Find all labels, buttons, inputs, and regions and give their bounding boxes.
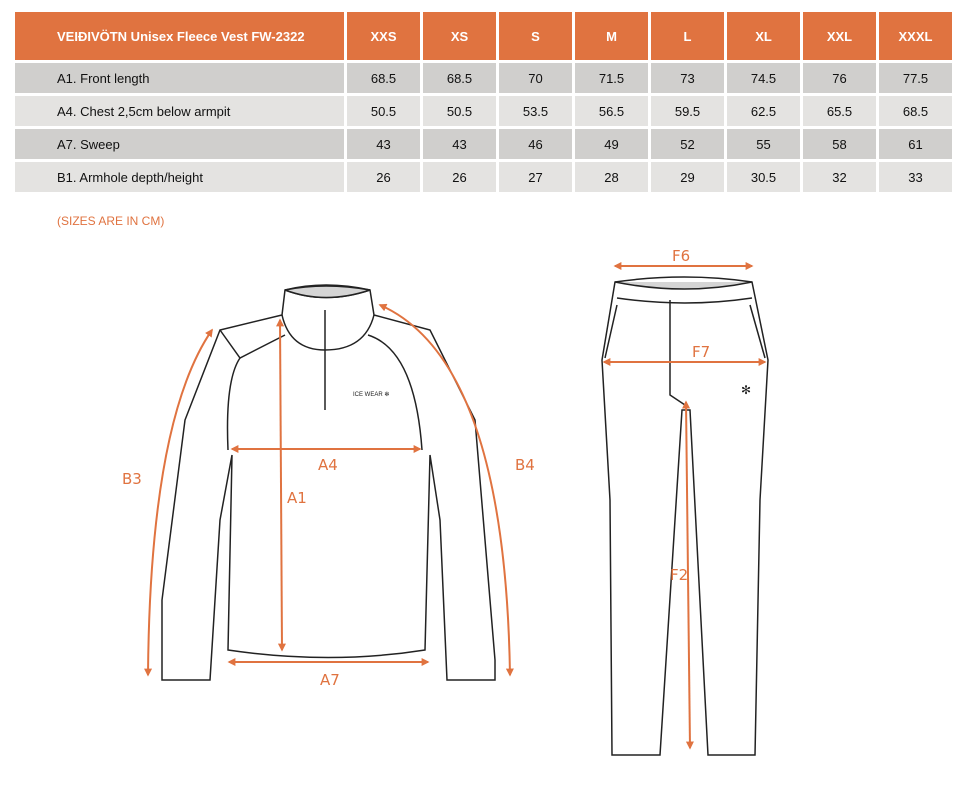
cell-value: 74.5 [727,63,800,93]
units-note: (SIZES ARE IN CM) [57,214,165,228]
pants-measure-arrows [602,262,767,750]
table-row: A1. Front length 68.5 68.5 70 71.5 73 74.5 76 77… [15,63,952,93]
snowflake-logo-icon: ✻ [741,383,751,397]
cell-value: 68.5 [423,63,496,93]
table-row: A4. Chest 2,5cm below armpit 50.5 50.5 53.5… [15,96,952,126]
pants-garment [601,276,769,756]
size-header-l: L [651,12,724,60]
cell-value: 59.5 [651,96,724,126]
cell-value: 27 [499,162,572,192]
top-garment [161,284,496,681]
size-header-xs: XS [423,12,496,60]
table-row: B1. Armhole depth/height 26 26 27 28 29 30.5 32… [15,162,952,192]
cell-value: 52 [651,129,724,159]
cell-value: 65.5 [803,96,876,126]
cell-value: 29 [651,162,724,192]
size-header-xxl: XXL [803,12,876,60]
ice-wear-logo: ICE WEAR ✻ [353,391,389,398]
label-b4: B4 [515,456,535,474]
size-header-s: S [499,12,572,60]
table-row: A7. Sweep 43 43 46 49 52 55 58 61 [15,129,952,159]
cell-value: 56.5 [575,96,648,126]
cell-value: 68.5 [347,63,420,93]
row-label: B1. Armhole depth/height [15,162,344,192]
cell-value: 53.5 [499,96,572,126]
label-f2: F2 [670,566,688,584]
cell-value: 50.5 [347,96,420,126]
cell-value: 58 [803,129,876,159]
cell-value: 70 [499,63,572,93]
b3-arrow [144,328,213,677]
cell-value: 28 [575,162,648,192]
a1-arrow [276,318,286,652]
cell-value: 26 [347,162,420,192]
cell-value: 43 [423,129,496,159]
label-b3: B3 [122,470,142,488]
top-measure-arrows [144,303,514,677]
size-header-xxxl: XXXL [879,12,952,60]
cell-value: 26 [423,162,496,192]
size-header-xl: XL [727,12,800,60]
row-label: A1. Front length [15,63,344,93]
cell-value: 50.5 [423,96,496,126]
size-chart-table: VEIÐIVÖTN Unisex Fleece Vest FW-2322 XXS X… [12,9,955,195]
cell-value: 62.5 [727,96,800,126]
label-f6: F6 [672,247,690,265]
row-label: A4. Chest 2,5cm below armpit [15,96,344,126]
cell-value: 68.5 [879,96,952,126]
row-label: A7. Sweep [15,129,344,159]
label-f7: F7 [692,343,710,361]
size-header-m: M [575,12,648,60]
cell-value: 49 [575,129,648,159]
table-title: VEIÐIVÖTN Unisex Fleece Vest FW-2322 [15,12,344,60]
cell-value: 46 [499,129,572,159]
label-a1: A1 [287,489,307,507]
cell-value: 32 [803,162,876,192]
cell-value: 33 [879,162,952,192]
cell-value: 30.5 [727,162,800,192]
b4-arrow [378,303,514,677]
cell-value: 43 [347,129,420,159]
label-a7: A7 [320,671,340,689]
cell-value: 73 [651,63,724,93]
f2-arrow [682,400,694,750]
cell-value: 71.5 [575,63,648,93]
label-a4: A4 [318,456,338,474]
cell-value: 61 [879,129,952,159]
size-header-xxs: XXS [347,12,420,60]
cell-value: 77.5 [879,63,952,93]
cell-value: 76 [803,63,876,93]
cell-value: 55 [727,129,800,159]
